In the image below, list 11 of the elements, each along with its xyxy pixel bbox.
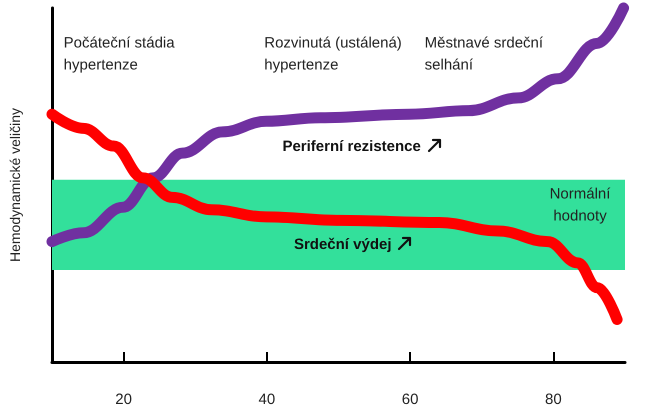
band-label: Normální hodnoty: [550, 185, 612, 224]
y-axis-title: Hemodynamické veličiny: [7, 108, 23, 262]
series-label: Periferní rezistence: [282, 138, 421, 156]
series-label: Srdeční výdej: [294, 236, 392, 254]
x-tick-label: 40: [258, 391, 276, 408]
x-tick-label: 20: [115, 391, 132, 408]
annotation: Počáteční stádia hypertenze: [64, 34, 176, 74]
x-tick-label: 60: [402, 391, 418, 408]
x-tick-label: 80: [545, 391, 562, 408]
annotation: Městnavé srdeční selhání: [424, 34, 544, 74]
annotation: Rozvinutá (ustálená) hypertenze: [264, 34, 402, 74]
